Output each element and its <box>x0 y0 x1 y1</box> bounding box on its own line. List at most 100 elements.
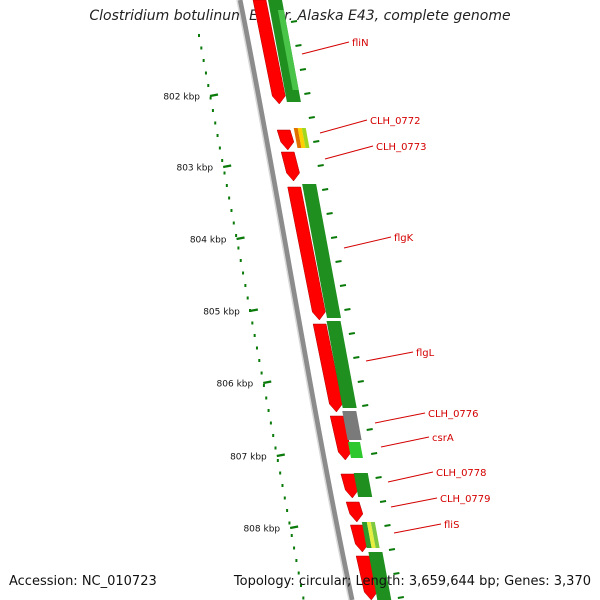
cds-arrow <box>276 129 295 151</box>
position-tick <box>289 525 299 530</box>
cds-arrow <box>280 151 300 182</box>
ruler-dot <box>251 321 254 325</box>
ruler-dot <box>283 496 286 500</box>
ruler-dot <box>228 196 231 200</box>
gene-label: CLH_0779 <box>440 494 491 505</box>
cds-arrow <box>355 555 378 600</box>
ruler-dot <box>255 346 258 350</box>
gene-label: flgL <box>416 348 435 359</box>
gene-track-tick <box>366 428 373 431</box>
gene-track-tick <box>379 500 387 503</box>
ruler-dot <box>295 559 298 562</box>
gene-block-CLH_0772-b <box>297 128 306 148</box>
ruler-dot <box>221 159 224 162</box>
gene-track-tick <box>388 548 396 551</box>
gene-track-tick <box>299 68 307 71</box>
ruler-dot <box>202 59 205 62</box>
ruler-dot <box>223 171 226 175</box>
ruler-dot <box>288 521 291 525</box>
gene-label-leader <box>390 497 438 508</box>
ruler-dot <box>269 421 272 425</box>
gene-track-tick <box>290 20 298 23</box>
ruler-dot <box>297 571 300 575</box>
ruler-dot <box>218 146 221 150</box>
ruler-dot <box>235 234 238 237</box>
gene-track-tick <box>335 260 342 263</box>
ruler-dot <box>290 534 293 537</box>
gene-label-leader <box>365 351 414 362</box>
gene-label: fliN <box>352 38 369 49</box>
ruler-dot <box>281 484 284 487</box>
genome-backbone <box>237 0 355 600</box>
position-tick-label: 808 kbp <box>243 525 280 535</box>
gene-labels: fliN CLH_0772 CLH_0773 flgK flgL CLH_0776 csrA… <box>301 38 491 534</box>
position-ruler: 802 kbp 803 kbp 804 kbp 805 kbp 806 kbp 807 k… <box>163 93 299 535</box>
gene-track-tick <box>326 212 333 215</box>
ruler-dot <box>239 259 242 262</box>
gene-label: CLH_0773 <box>376 142 427 153</box>
gene-track-tick <box>321 188 329 191</box>
gene-label: flgK <box>394 233 414 244</box>
gene-track-tick <box>304 92 311 95</box>
gene-label-leader <box>380 436 430 448</box>
gene-track-tick <box>308 116 315 119</box>
gene-label-leader <box>319 119 368 134</box>
ruler-dot <box>267 409 270 412</box>
gene-block-csrA <box>347 442 363 458</box>
position-tick <box>263 380 272 385</box>
gene-track-tick <box>344 308 351 311</box>
gene-track-tick <box>330 236 338 239</box>
ruler-dot <box>274 446 277 450</box>
position-tick-label: 805 kbp <box>203 308 240 318</box>
ruler-dot <box>207 84 210 87</box>
position-tick <box>236 236 245 241</box>
gene-track-tick <box>313 140 320 143</box>
ruler-dot <box>300 584 303 587</box>
gene-track-tick <box>375 476 382 479</box>
gene-block-flgL <box>326 321 357 408</box>
gene-label: csrA <box>432 433 454 444</box>
ruler-dot <box>198 34 200 37</box>
ruler-dot <box>211 109 214 112</box>
position-tick <box>276 453 285 458</box>
gene-block-CLH_0776 <box>342 411 362 440</box>
gene-block-flgK <box>302 184 341 318</box>
ruler-dot <box>293 546 296 550</box>
gene-block-fliS-a <box>361 522 372 548</box>
ruler-dot <box>232 221 235 225</box>
accession-label: Accession: NC_010723 <box>9 574 157 589</box>
gene-block-fliN-light <box>277 10 299 90</box>
cds-arrow <box>340 473 359 499</box>
gene-track <box>268 0 392 600</box>
position-tick-label: 802 kbp <box>163 93 200 103</box>
ruler-dot <box>216 134 219 137</box>
ruler-dot <box>237 246 240 250</box>
gene-track-ticks <box>290 20 405 599</box>
position-tick-label: 807 kbp <box>230 453 267 463</box>
gene-label: fliS <box>444 520 459 531</box>
ruler-dot <box>272 434 275 437</box>
gene-track-tick <box>339 284 347 287</box>
gene-block-tail <box>368 552 392 600</box>
ruler-dot <box>302 596 305 600</box>
gene-track-tick <box>295 44 302 47</box>
gene-label: CLH_0772 <box>370 116 421 127</box>
ruler-dot <box>204 71 207 75</box>
cds-arrow <box>312 323 343 413</box>
genome-backbone-highlight <box>236 0 350 600</box>
gene-track-tick <box>362 404 369 407</box>
gene-label: CLH_0776 <box>428 409 479 420</box>
gene-label: CLH_0778 <box>436 468 487 479</box>
gene-block-fliS-b <box>366 522 376 548</box>
gene-track-tick <box>384 524 391 527</box>
gene-track-tick <box>357 380 364 383</box>
position-tick-label: 803 kbp <box>176 164 213 174</box>
ruler-dot <box>214 121 217 125</box>
ruler-dot <box>260 371 263 375</box>
cds-arrow <box>252 0 286 105</box>
ruler-dot <box>279 471 282 475</box>
gene-label-leader <box>324 145 374 160</box>
gene-label-leader <box>374 412 426 424</box>
genome-summary: Topology: circular; Length: 3,659,644 bp… <box>233 574 591 589</box>
